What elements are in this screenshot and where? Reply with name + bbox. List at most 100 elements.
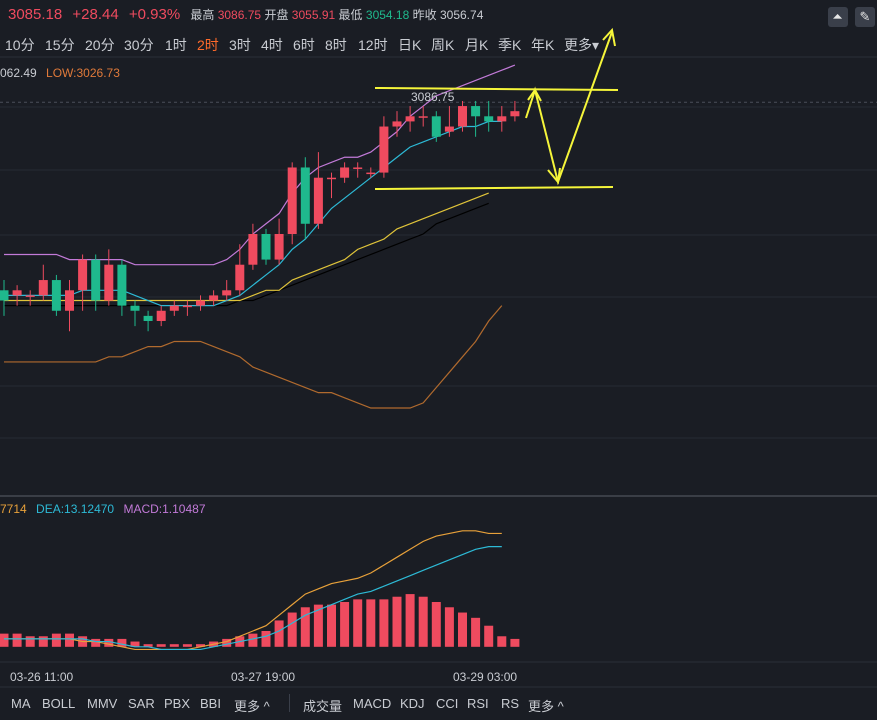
ma-fast-line: [4, 120, 502, 307]
macd-bar: [471, 617, 481, 647]
arrow-head-down: [547, 167, 561, 185]
indicator-tab-sub[interactable]: KDJ: [400, 696, 425, 711]
candle-body: [353, 167, 363, 169]
candle-body: [235, 264, 245, 291]
macd-bar: [327, 604, 336, 647]
macd-bar: [418, 596, 428, 647]
period-tab[interactable]: 日K: [398, 37, 422, 53]
macd-bar: [313, 604, 323, 647]
candle-body: [248, 234, 258, 265]
macd-bar: [379, 599, 389, 647]
period-tab[interactable]: 更多▾: [564, 37, 600, 53]
low-label: 最低: [338, 8, 363, 22]
indicator-tab-sub[interactable]: 成交量: [303, 699, 343, 714]
candle-body: [366, 172, 376, 175]
period-tab[interactable]: 月K: [465, 37, 489, 53]
quote-bar: 3085.18 +28.44 +0.93% 最高 3086.75 开盘 3055…: [0, 0, 877, 30]
candle-body: [78, 259, 88, 291]
period-tab[interactable]: 季K: [498, 37, 522, 53]
macd-bar: [104, 638, 114, 647]
ma-mid-line: [4, 192, 489, 302]
macd-bar: [458, 612, 467, 647]
period-tab[interactable]: 8时: [325, 37, 347, 53]
indicator-tab-main[interactable]: PBX: [164, 696, 191, 711]
candle-body: [104, 264, 114, 301]
macd-bar: [392, 596, 402, 647]
time-axis-label: 03-27 19:00: [231, 670, 295, 684]
period-tab[interactable]: 4时: [261, 37, 283, 53]
indicator-tab-sub[interactable]: CCI: [436, 696, 459, 711]
high-marker-label: 3086.75: [411, 90, 455, 104]
period-tab[interactable]: 6时: [293, 37, 315, 53]
period-tab[interactable]: 10分: [5, 37, 35, 53]
indicator-tab-main[interactable]: MMV: [87, 696, 118, 711]
candle-body: [405, 116, 415, 122]
candle-body: [471, 106, 481, 117]
macd-bar: [497, 636, 507, 647]
period-tab[interactable]: 1时: [165, 37, 187, 53]
period-tab[interactable]: 30分: [124, 37, 154, 53]
candle-body: [51, 280, 61, 311]
legend-low: LOW:3026.73: [46, 66, 120, 80]
candle-body: [340, 167, 350, 178]
indicator-tab-main[interactable]: 更多 ^: [234, 699, 270, 714]
candle-body: [313, 177, 323, 224]
macd-legend: 7714 DEA:13.12470 MACD:1.10487: [0, 502, 206, 516]
macd-bar: [431, 602, 441, 647]
candle-body: [458, 106, 467, 127]
macd-bar: [25, 636, 35, 647]
candle-body: [222, 290, 232, 296]
period-tab[interactable]: 2时: [197, 37, 219, 53]
indicator-tab-main[interactable]: SAR: [128, 696, 155, 711]
last-price: 3085.18: [8, 6, 63, 23]
indicator-tab-main[interactable]: MA: [11, 696, 31, 711]
period-tab[interactable]: 年K: [531, 37, 555, 53]
macd-bar: [405, 594, 415, 647]
indicator-divider: [289, 694, 290, 712]
macd-bar: [143, 644, 153, 647]
candle-body: [25, 295, 35, 297]
indicator-tab-sub[interactable]: MACD: [353, 696, 392, 711]
support-line: [374, 186, 614, 190]
macd-bar: [38, 636, 48, 647]
candle-body: [418, 116, 428, 118]
macd-bar: [196, 644, 205, 647]
indicator-tab-sub[interactable]: 更多 ^: [528, 699, 564, 714]
dif-line: [4, 530, 502, 651]
period-tab[interactable]: 20分: [85, 37, 115, 53]
macd-bar: [65, 633, 74, 647]
candle-body: [0, 290, 9, 301]
indicator-tab-sub[interactable]: RS: [501, 696, 520, 711]
time-axis-label: 03-26 11:00: [10, 670, 73, 684]
legend-dif: 7714: [0, 502, 27, 516]
period-tab[interactable]: 12时: [358, 37, 388, 53]
indicator-tab-sub[interactable]: RSI: [467, 696, 489, 711]
resistance-line: [374, 87, 619, 91]
indicator-tab-main[interactable]: BBI: [200, 696, 221, 711]
macd-bar: [222, 638, 232, 647]
macd-bar: [12, 633, 22, 647]
legend-dea: DEA:13.12470: [36, 502, 115, 516]
candle-body: [65, 290, 74, 311]
period-tab[interactable]: 周K: [431, 37, 455, 53]
chart-draw-icon[interactable]: ⏶: [827, 7, 848, 27]
pencil-icon[interactable]: ✎: [855, 7, 875, 27]
candle-body: [38, 280, 48, 296]
candle-body: [444, 126, 454, 132]
indicator-tab-main[interactable]: BOLL: [42, 696, 76, 711]
macd-bar: [0, 633, 9, 647]
candle-body: [300, 167, 310, 224]
candle-body: [287, 167, 297, 234]
macd-bar: [300, 607, 310, 647]
prev-close-value: 3056.74: [439, 8, 484, 22]
period-tab[interactable]: 15分: [45, 37, 75, 53]
macd-bar: [130, 641, 140, 647]
candle-body: [182, 305, 192, 308]
candle-body: [510, 111, 520, 117]
period-tab[interactable]: 3时: [229, 37, 251, 53]
indicator-bar: MA BOLL MMV SAR PBX BBI 更多 ^ 成交量 MACD KDJ CCI RSI RS…: [0, 688, 877, 720]
candle-body: [497, 116, 507, 122]
price-change: +28.44: [72, 6, 119, 23]
main-legend: 062.49 LOW:3026.73: [0, 66, 120, 80]
